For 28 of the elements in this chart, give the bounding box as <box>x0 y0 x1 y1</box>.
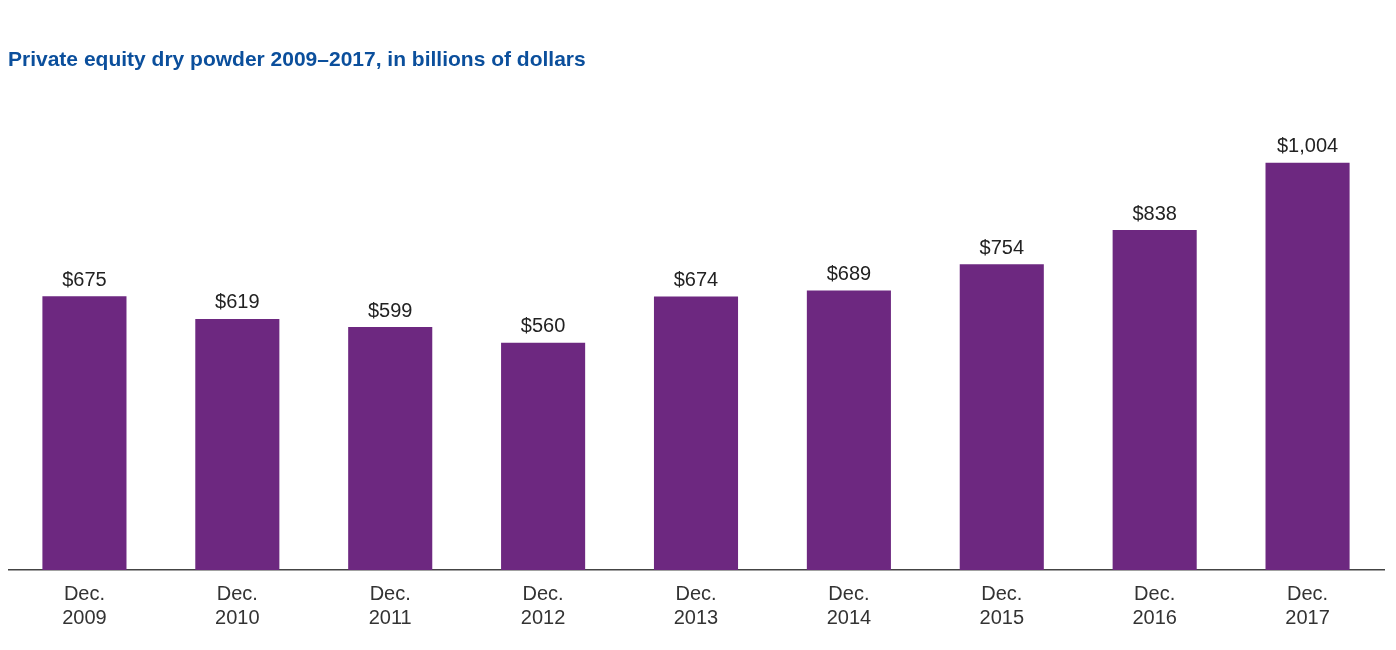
bar <box>42 296 127 570</box>
bar <box>806 290 891 570</box>
chart-title: Private equity dry powder 2009–2017, in billions of dollars <box>8 47 586 71</box>
bar <box>501 342 586 570</box>
x-tick-label: Dec. 2011 <box>368 581 412 628</box>
data-label: $838 <box>1132 201 1177 224</box>
data-label: $754 <box>979 235 1025 258</box>
data-label: $675 <box>62 267 107 290</box>
x-tick-label: Dec. 2017 <box>1285 581 1330 628</box>
bar <box>1265 162 1350 570</box>
x-tick-label: Dec. 2015 <box>979 581 1025 628</box>
x-tick-label: Dec. 2012 <box>520 581 566 628</box>
x-tick-label: Dec. 2009 <box>62 581 107 628</box>
bar <box>653 296 739 570</box>
data-label: $689 <box>826 262 872 285</box>
data-label: $1,004 <box>1276 134 1339 157</box>
bar <box>348 327 433 570</box>
bar <box>1112 230 1197 570</box>
data-label: $619 <box>215 290 260 313</box>
data-label: $599 <box>367 298 413 321</box>
bar <box>959 264 1044 570</box>
bar <box>195 318 280 570</box>
data-label: $674 <box>673 268 719 291</box>
data-label: $560 <box>520 314 566 337</box>
x-tick-label: Dec. 2016 <box>1132 581 1177 628</box>
x-tick-label: Dec. 2010 <box>215 581 260 628</box>
x-tick-label: Dec. 2013 <box>673 581 719 628</box>
x-tick-label: Dec. 2014 <box>826 581 872 628</box>
